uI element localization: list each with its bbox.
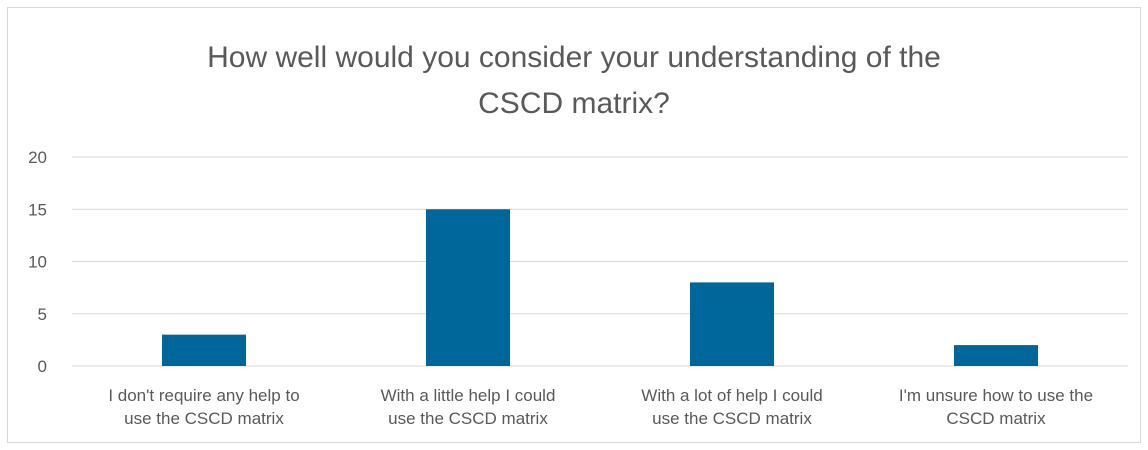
y-tick-label: 15 [28, 200, 47, 219]
x-category-label: With a little help I could use the CSCD m… [338, 384, 598, 430]
y-tick-label: 0 [38, 357, 47, 376]
bar-4 [954, 345, 1038, 366]
x-category-label-line: use the CSCD matrix [124, 409, 284, 428]
x-category-label-line: With a lot of help I could [641, 386, 823, 405]
x-category-label-line: I'm unsure how to use the [898, 386, 1094, 405]
x-category-label: I'm unsure how to use the CSCD matrix [866, 384, 1126, 430]
x-category-label-line: CSCD matrix [946, 409, 1046, 428]
chart-frame [7, 7, 1141, 443]
x-category-label-line: With a little help I could [380, 386, 556, 405]
chart-title: How well would you consider your underst… [0, 35, 1148, 127]
y-tick-label: 20 [28, 148, 47, 167]
bar-3 [690, 282, 774, 366]
x-category-label-line: use the CSCD matrix [388, 409, 548, 428]
x-category-label-line: use the CSCD matrix [652, 409, 812, 428]
y-tick-label: 10 [28, 253, 47, 272]
y-tick-label: 5 [38, 305, 47, 324]
x-category-label-line: I don't require any help to [108, 386, 300, 405]
bar-2 [426, 209, 510, 366]
chart-title-line-2: CSCD matrix? [478, 87, 670, 120]
x-category-label: With a lot of help I could use the CSCD m… [602, 384, 862, 430]
chart-title-line-1: How well would you consider your underst… [207, 41, 941, 74]
x-category-label: I don't require any help to use the CSCD … [74, 384, 334, 430]
bar-1 [162, 334, 246, 366]
